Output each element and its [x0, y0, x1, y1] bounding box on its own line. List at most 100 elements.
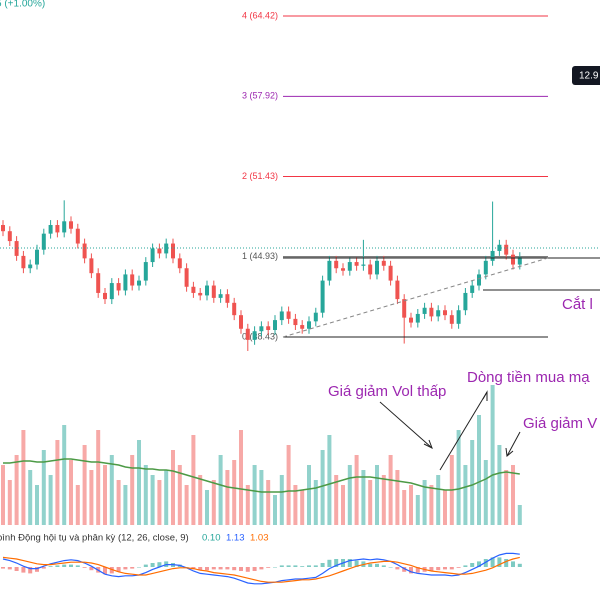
candle-body [490, 250, 495, 261]
macd-readout: 1.13 [226, 533, 245, 544]
candle-body [137, 280, 141, 286]
macd-histogram [123, 567, 128, 570]
volume-bar [239, 430, 243, 525]
header: 5 (+1.00%) [0, 0, 45, 10]
macd-histogram [402, 567, 407, 572]
candle-body [320, 280, 325, 313]
macd-histogram [55, 565, 60, 567]
fib-label: 4 (64.42) [242, 10, 278, 20]
volume-bar [177, 465, 182, 525]
volume-bar [69, 460, 73, 525]
volume-bar [470, 440, 475, 525]
macd-histogram [293, 565, 298, 567]
macd-histogram [504, 559, 509, 567]
macd-histogram [137, 567, 141, 568]
volume-bar [395, 470, 400, 525]
volume-bar [143, 465, 148, 525]
candle-body [109, 283, 114, 300]
candle-body [375, 260, 379, 275]
volume-bar [225, 470, 230, 525]
macd-histogram [28, 567, 33, 574]
macd-title: bình Động hội tụ và phân kỳ (12, 26, clo… [0, 533, 189, 544]
candle-body [395, 280, 400, 300]
candle-body [259, 326, 264, 332]
macd-histogram [35, 567, 39, 572]
candle-body [177, 258, 182, 269]
macd-histogram [75, 565, 80, 567]
macd-histogram [14, 567, 19, 571]
candle-body [293, 318, 298, 326]
volume-bar [109, 455, 114, 525]
volume-bar [96, 430, 101, 525]
candle-body [517, 257, 522, 265]
candle-body [62, 221, 67, 233]
fib-label: 2 (51.43) [242, 171, 278, 181]
volume-bar [191, 435, 196, 525]
macd-histogram [225, 567, 230, 570]
volume-bar [137, 440, 141, 525]
candle-body [21, 255, 26, 269]
fib-label: 0 (38.43) [242, 331, 278, 341]
macd-histogram [511, 561, 515, 567]
candle-body [286, 311, 291, 319]
volume-bar [198, 475, 203, 525]
macd-histogram [198, 567, 203, 571]
candle-body [75, 228, 80, 244]
volume-bar [456, 430, 461, 525]
macd-histogram [395, 567, 400, 570]
candle-body [198, 292, 203, 296]
candle-body [409, 317, 413, 323]
candle-body [89, 258, 94, 274]
volume-bar [252, 465, 257, 525]
candle-body [218, 294, 223, 298]
volume-bar [14, 455, 19, 525]
candle-body [470, 285, 475, 293]
candle-body [184, 268, 189, 287]
macd-histogram [239, 567, 243, 571]
volume-bar [497, 445, 502, 525]
candle-body [483, 260, 488, 275]
volume-bar [341, 485, 345, 525]
volume-bar [388, 455, 393, 525]
volume-bar [483, 460, 488, 525]
macd-histogram [477, 561, 481, 567]
candle-body [157, 248, 162, 254]
candle-body [48, 225, 53, 234]
arrow-head [423, 439, 433, 450]
volume-bar [504, 470, 509, 525]
annotation: Giá giảm Vol thấp [328, 383, 446, 400]
macd-histogram [273, 567, 277, 568]
macd-histogram [232, 567, 237, 571]
volume-bar [286, 445, 291, 525]
macd-histogram [7, 567, 12, 570]
candle-body [143, 262, 148, 281]
volume-bar [368, 480, 373, 525]
candle-body [7, 231, 12, 242]
candle-body [116, 283, 121, 291]
volume-bar [245, 485, 250, 525]
macd-histogram [157, 562, 162, 567]
macd-histogram [48, 566, 53, 567]
volume-ma [3, 458, 520, 493]
macd-histogram [375, 563, 379, 567]
macd-histogram [89, 567, 94, 571]
candle-body [381, 260, 386, 266]
volume-bar [293, 485, 298, 525]
drawings [0, 247, 600, 471]
macd-histogram [490, 557, 495, 567]
macd-line [2, 552, 520, 585]
price-tag-label: 12.9 [579, 71, 599, 82]
candle-body [123, 274, 128, 291]
macd-histogram [21, 567, 26, 573]
arrow [506, 431, 521, 457]
candle-body [150, 248, 155, 263]
macd-histogram [245, 567, 250, 572]
volume-bar [184, 485, 189, 525]
macd-histogram [103, 567, 107, 575]
candle-body [341, 268, 345, 271]
volume-bar [511, 465, 515, 525]
candle-body [211, 285, 216, 298]
candle-body [55, 225, 60, 233]
candle-body [279, 311, 284, 321]
macd-histogram [429, 567, 434, 571]
